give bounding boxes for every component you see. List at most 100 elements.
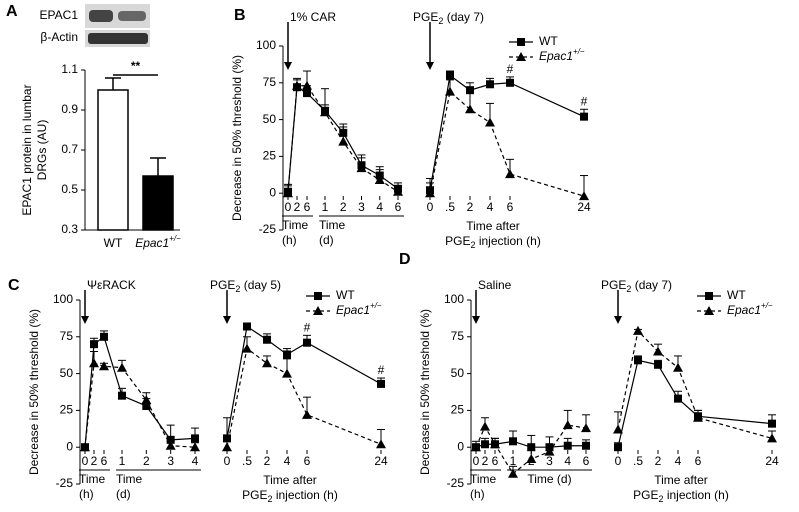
y-tick-label: 0.3 [61,222,78,236]
x-tick-label: 0 [285,200,292,214]
data-point [654,360,662,369]
y-tick-label: 50 [60,366,74,380]
data-point [165,440,176,450]
blot-band [118,11,146,21]
x-tick-label: 24 [577,200,591,214]
data-point [90,340,98,349]
data-point [377,379,385,388]
data-point [508,468,518,478]
y-tick-label: 25 [451,403,465,417]
y-tick-label: 25 [263,149,277,163]
data-point [302,409,312,419]
legend-label: Epac1+/− [727,301,773,317]
x-tick-label: 6 [492,454,499,468]
data-point [505,169,515,179]
arrow-head [284,62,292,70]
x-tick-label: 3 [358,200,365,214]
y-axis-label: Decrease in 50% threshold (%) [418,309,432,475]
x-tick-label: 6 [695,454,702,468]
annotation: PGE2 (day 7) [413,10,484,26]
data-point [303,338,311,347]
data-point [117,362,127,372]
data-point [445,86,455,96]
data-point [283,188,293,198]
y-axis-label: Decrease in 50% threshold (%) [230,55,244,221]
data-point [243,322,251,331]
arrow-head [223,316,231,324]
y-tick-label: 0.9 [61,102,78,116]
significance-label: ** [131,59,141,73]
data-point [563,441,572,450]
x-tick-label: 1 [322,200,329,214]
x-tick-label: 24 [374,454,388,468]
data-point [579,191,589,201]
data-point [526,453,537,463]
arrow-head [472,316,480,324]
data-point [486,80,494,89]
x-tick-label: 6 [304,454,311,468]
legend-label: Epac1+/− [539,47,585,63]
data-point [768,419,776,428]
x-tick-label: 6 [304,200,311,214]
data-point [490,439,500,449]
x-tick-label: 1 [510,454,517,468]
x-axis-label: Time [282,218,309,232]
x-tick-label: 4 [376,200,383,214]
arrow-head [614,316,622,324]
panel-label: B [234,7,246,24]
data-point [581,423,591,433]
x-tick-label: 6 [395,200,402,214]
x-tick-label: 3 [546,454,553,468]
x-tick-label: 24 [765,454,779,468]
data-point [190,442,200,452]
x-axis-label: (h) [79,487,94,501]
y-tick-label: 0 [269,185,276,199]
legend-marker [314,292,322,300]
legend-label: WT [336,288,355,302]
y-tick-label: 50 [451,366,465,380]
x-tick-label: WT [104,236,123,250]
data-point [338,136,349,146]
blot-band [89,10,113,22]
x-axis-label: Time [319,218,346,232]
x-axis-label: Time (d) [527,472,571,486]
y-tick-label: -25 [56,476,74,490]
x-axis-label: Time after [263,473,317,487]
data-point [471,442,481,452]
data-point [89,358,99,368]
data-point [527,443,536,452]
data-point [142,401,151,410]
data-point [80,442,90,452]
series-line [287,85,399,194]
data-point [262,358,272,368]
x-axis-label: PGE2 injection (h) [242,488,338,504]
data-point [509,437,517,446]
blot-label: EPAC1 [40,8,79,22]
series-line [226,347,382,448]
x-axis-label: (h) [470,487,485,501]
panel-label: C [8,277,20,294]
series-line [226,325,382,439]
legend-marker [517,38,525,46]
data-point [320,107,330,117]
data-point [673,362,683,372]
data-point [633,325,643,335]
data-point [481,440,489,449]
x-tick-label: .5 [242,454,252,468]
x-tick-label: 2 [655,454,662,468]
x-tick-label: 2 [294,200,301,214]
y-tick-label: 25 [60,403,74,417]
legend-marker [516,52,526,61]
y-tick-label: 0.5 [61,182,78,196]
x-tick-label: 3 [167,454,174,468]
data-point [100,332,108,341]
legend-marker [704,306,714,315]
y-tick-label: -25 [447,476,465,490]
x-tick-label: 4 [564,454,571,468]
bar [142,175,174,231]
annotation: 1% CAR [290,10,336,24]
series-line [617,329,773,439]
y-axis-label: EPAC1 protein in lumbar [20,84,34,215]
